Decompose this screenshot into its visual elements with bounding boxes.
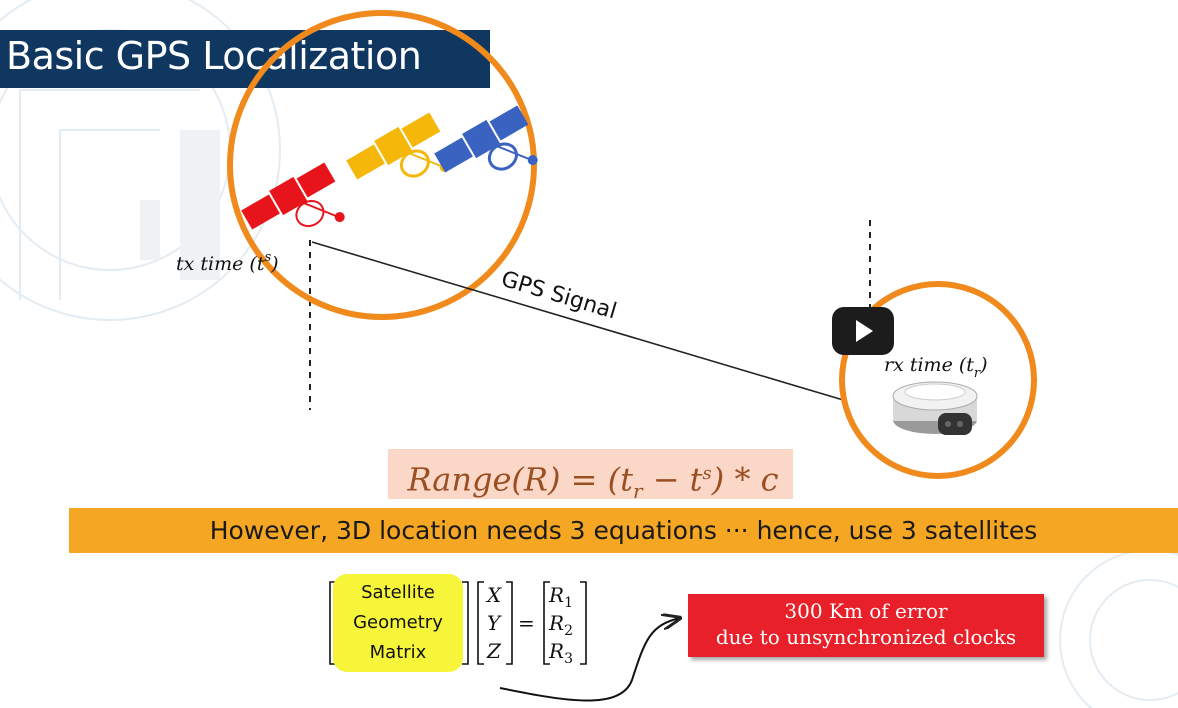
error-line-1: 300 Km of error [784,599,948,623]
satellites-circle [227,10,537,320]
play-button[interactable] [832,307,894,355]
gps-signal-arrow [311,241,860,405]
range-r1: R1 [548,583,573,611]
vector-x: X [485,583,502,607]
vector-y: Y [487,611,502,635]
play-icon [856,320,873,342]
title-bar [0,30,490,88]
slide-title: Basic GPS Localization [6,34,422,78]
banner-text: However, 3D location needs 3 equations ·… [209,516,1038,545]
rx-time-label: rx time (tr) [884,354,988,381]
error-note-box [688,594,1044,657]
range-equation: Range(R) = (tr − ts) * c [407,460,779,504]
satellite-icon [346,112,450,180]
error-line-2: due to unsynchronized clocks [715,625,1017,649]
satellite-icon [434,105,538,173]
tx-time-label: tx time (ts) [176,250,279,275]
geometry-line-1: Satellite [361,582,435,603]
equals-sign: = [518,611,535,635]
error-arrow [499,618,680,702]
gps-receiver-icon [892,381,978,435]
range-equation-box [388,449,793,499]
banner [69,508,1178,553]
geometry-line-2: Geometry [353,612,443,633]
error-note: 300 Km of error due to unsynchronized cl… [688,598,1044,650]
geometry-line-3: Matrix [369,642,427,663]
vector-z: Z [486,639,502,663]
satellite-icon [241,162,345,230]
range-r3: R3 [548,639,573,667]
range-r2: R2 [548,611,573,639]
geometry-matrix-box: Satellite Geometry Matrix [333,574,463,672]
